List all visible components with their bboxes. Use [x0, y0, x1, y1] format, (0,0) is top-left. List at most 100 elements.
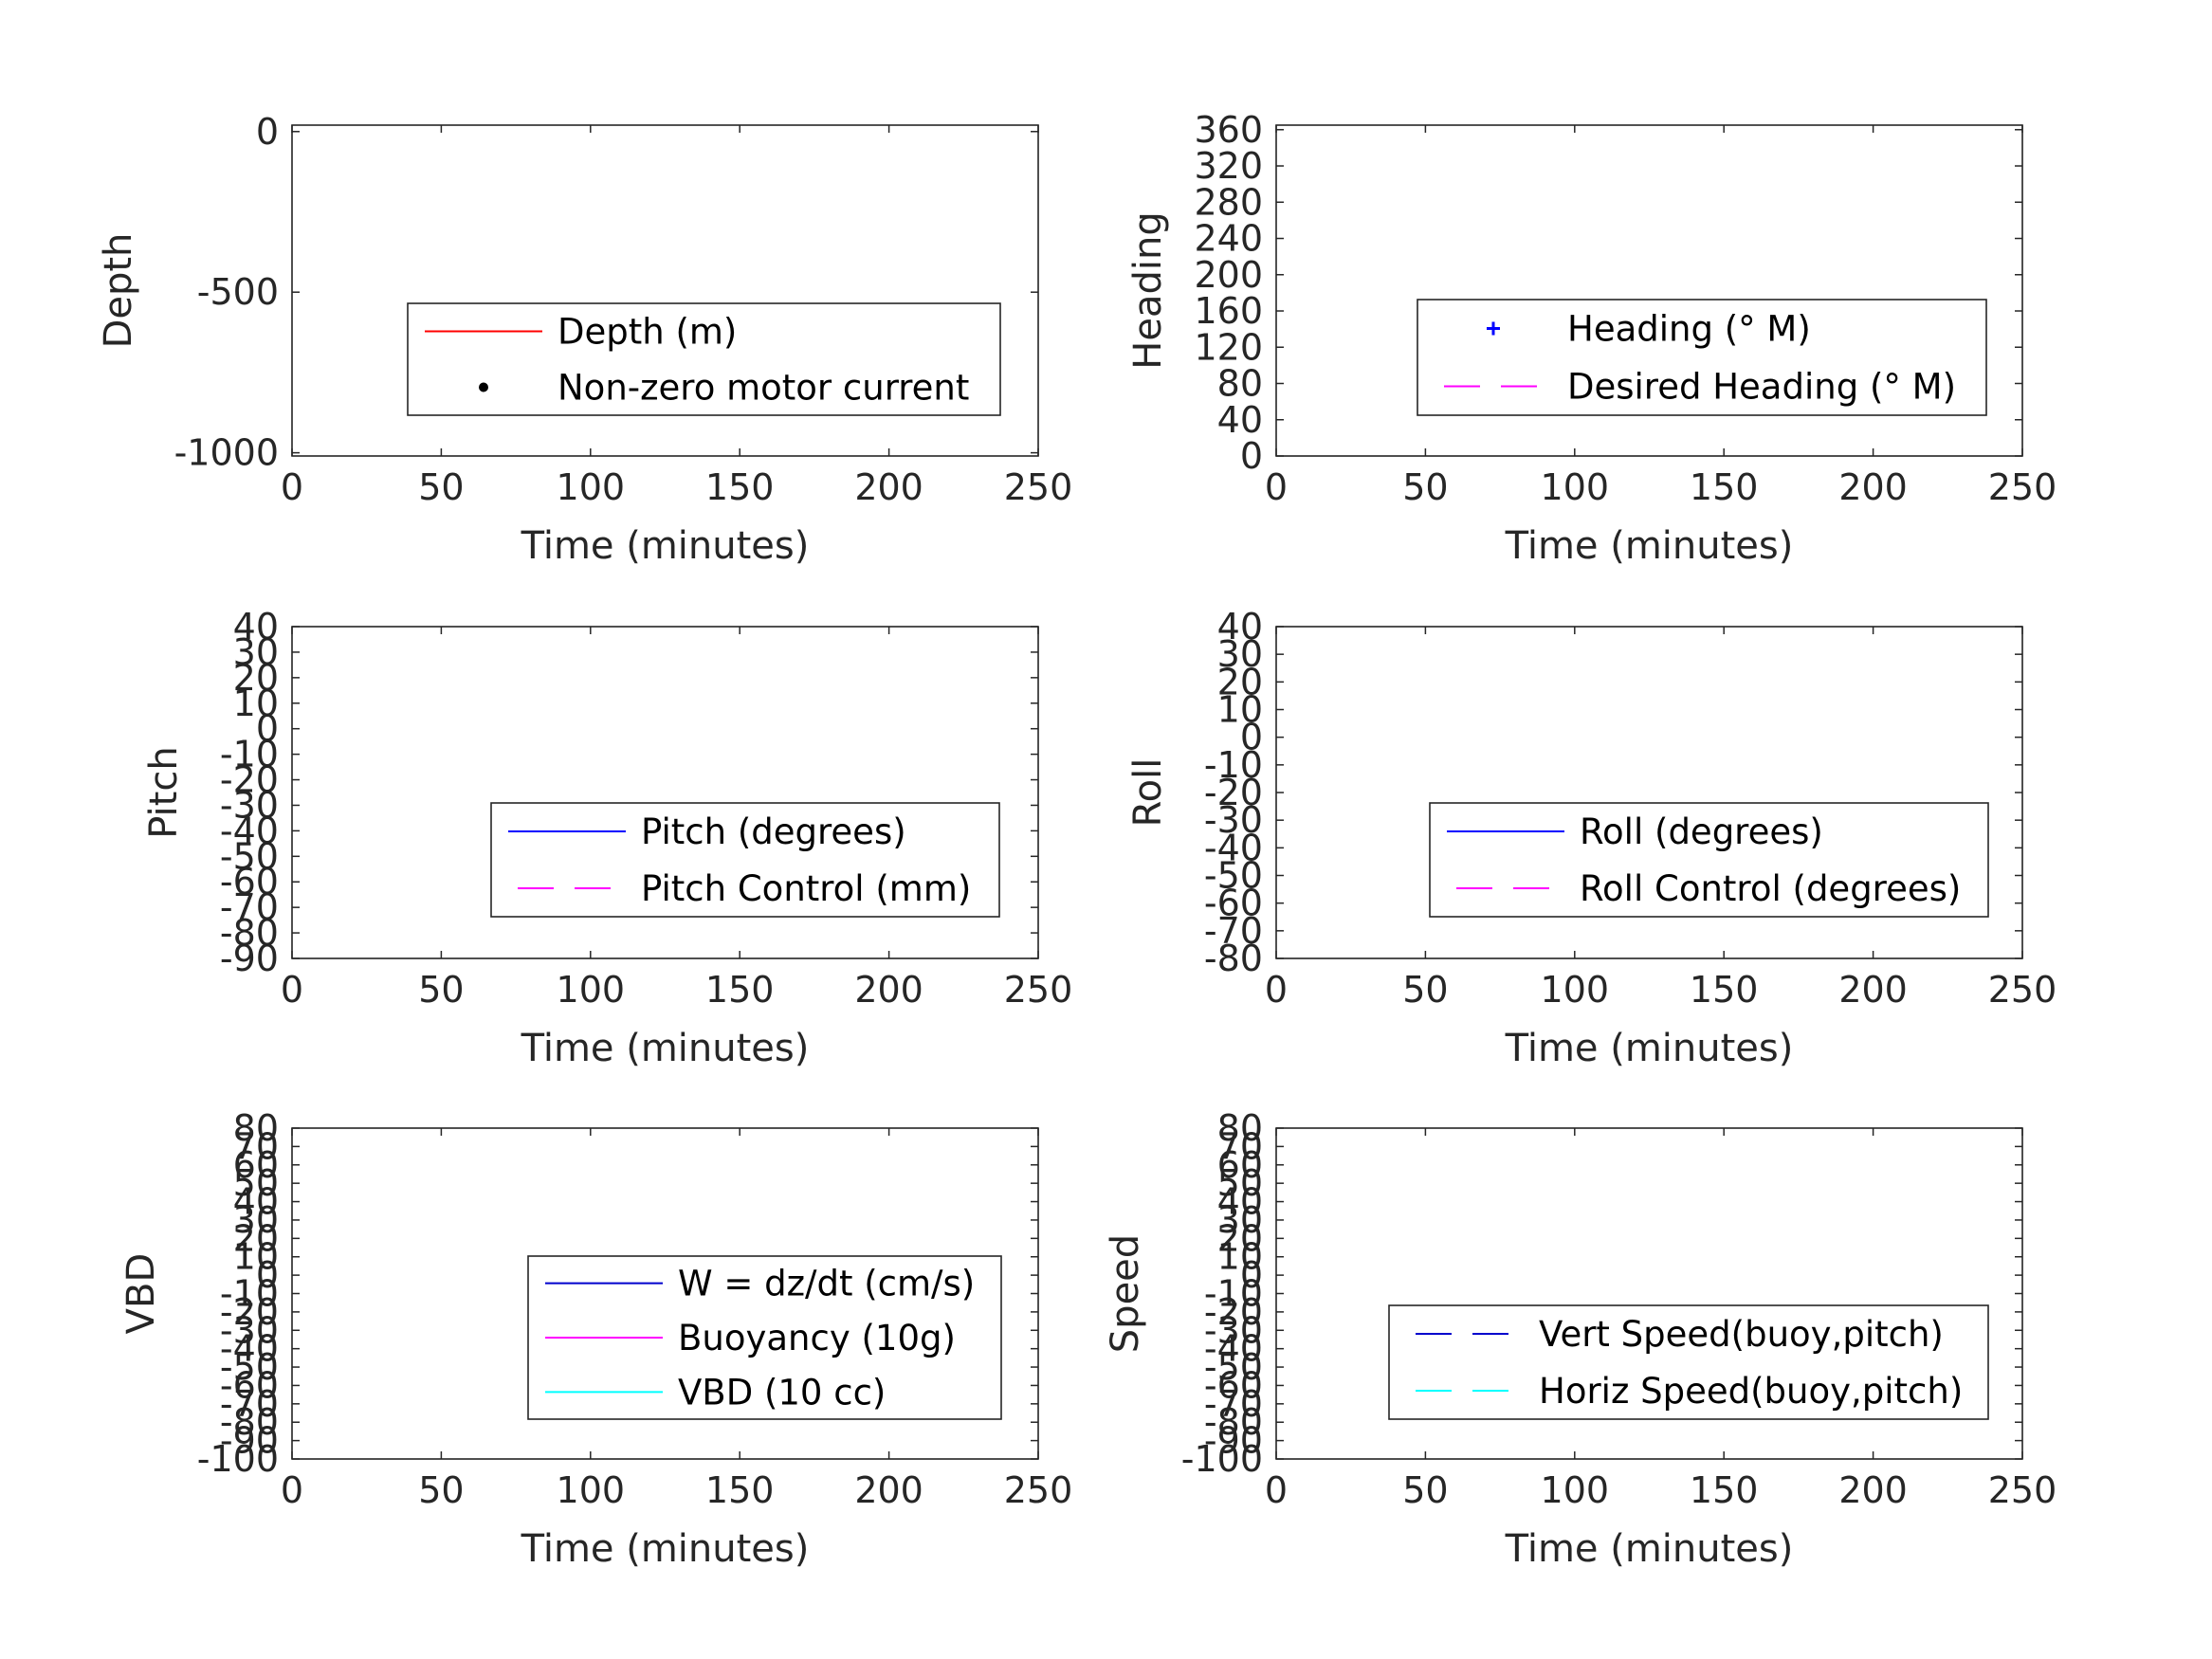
- depth-xlabel: Time (minutes): [521, 524, 810, 568]
- subplot-vbd: 0 50 100 150 200 25080706050403020100-10-20-3…: [119, 1107, 1072, 1571]
- heading-ytick-label: 240: [1194, 218, 1263, 260]
- subplot-heading: 0 50 100 150 200 2500408012016020024028032036…: [1126, 109, 2057, 568]
- depth-ytick-label: 0: [256, 111, 279, 153]
- pitch-ytick-label: 40: [233, 606, 279, 647]
- speed-ytick-label: -10: [1204, 1273, 1263, 1315]
- roll-ytick-label: 10: [1217, 689, 1263, 731]
- depth-xtick-label: 200: [854, 466, 923, 508]
- heading-xtick-label: 100: [1541, 466, 1610, 508]
- speed-xlabel: Time (minutes): [1505, 1527, 1794, 1571]
- pitch-ytick-label: -30: [220, 784, 279, 826]
- roll-ytick-label: -10: [1204, 744, 1263, 786]
- speed-ytick-label: 10: [1217, 1236, 1263, 1278]
- pitch-legend: Pitch (degrees) Pitch Control (mm): [490, 802, 1000, 918]
- roll-xtick-label: 100: [1541, 969, 1610, 1011]
- subplot-roll: 0 50 100 150 200 250403020100-10-20-30-40-50-…: [1126, 606, 2057, 1070]
- speed-ytick-label: 40: [1217, 1181, 1263, 1223]
- vbd-ytick-label: 30: [233, 1199, 279, 1241]
- speed-legend-label-1: Horiz Speed(buoy,pitch): [1539, 1371, 1963, 1412]
- roll-ytick-label: 40: [1217, 606, 1263, 647]
- vbd-ytick-label: -90: [220, 1420, 279, 1462]
- depth-legend-box: [407, 302, 1001, 416]
- pitch-ytick-label: 10: [233, 683, 279, 724]
- pitch-ytick-label: 20: [233, 657, 279, 699]
- vbd-ytick-label: 10: [233, 1236, 279, 1278]
- heading-xtick-label: 250: [1988, 466, 2057, 508]
- heading-ytick-label: 320: [1194, 145, 1263, 187]
- roll-xtick-label: 50: [1402, 969, 1448, 1011]
- speed-xtick-label: 250: [1988, 1469, 2057, 1511]
- heading-legend-label-0: Heading (° M): [1567, 309, 1811, 350]
- speed-xtick-label: 200: [1838, 1469, 1908, 1511]
- speed-xtick-label: 50: [1402, 1469, 1448, 1511]
- pitch-xlabel: Time (minutes): [521, 1027, 810, 1070]
- speed-ytick-label: -90: [1204, 1420, 1263, 1462]
- depth-xtick-label: 250: [1004, 466, 1073, 508]
- vbd-ytick-label: -100: [197, 1438, 279, 1480]
- roll-ytick-label: 0: [1240, 717, 1263, 758]
- subplot-pitch: 0 50 100 150 200 250403020100-10-20-30-40-50-…: [142, 606, 1072, 1070]
- speed-ytick-label: -50: [1204, 1346, 1263, 1388]
- speed-ytick-label: 30: [1217, 1199, 1263, 1241]
- roll-ytick-label: -60: [1204, 883, 1263, 924]
- depth-legend: Depth (m) Non-zero motor current: [407, 302, 1001, 416]
- pitch-ytick-label: -20: [220, 759, 279, 801]
- heading-ytick-label: 40: [1217, 399, 1263, 441]
- speed-ytick-label: -100: [1181, 1438, 1263, 1480]
- pitch-ytick-label: -80: [220, 912, 279, 954]
- roll-xtick-label: 250: [1988, 969, 2057, 1011]
- pitch-xtick-label: 150: [705, 969, 775, 1011]
- vbd-xtick-label: 100: [557, 1469, 626, 1511]
- speed-ytick-label: -70: [1204, 1383, 1263, 1425]
- speed-xtick-label: 150: [1690, 1469, 1759, 1511]
- speed-xtick-label: 0: [1265, 1469, 1288, 1511]
- roll-ytick-label: -40: [1204, 827, 1263, 868]
- depth-xtick-label: 100: [557, 466, 626, 508]
- heading-legend-label-1: Desired Heading (° M): [1567, 367, 1956, 408]
- vbd-ytick-label: -70: [220, 1383, 279, 1425]
- vbd-xtick-label: 0: [281, 1469, 303, 1511]
- heading-xtick-label: 200: [1838, 466, 1908, 508]
- roll-ytick-label: 20: [1217, 661, 1263, 702]
- pitch-ytick-label: -90: [220, 938, 279, 979]
- vbd-ytick-label: -30: [220, 1309, 279, 1351]
- speed-ytick-label: 50: [1217, 1162, 1263, 1204]
- speed-ytick-label: -20: [1204, 1291, 1263, 1333]
- depth-ytick-label: -500: [197, 271, 279, 313]
- vbd-xtick-label: 200: [854, 1469, 923, 1511]
- roll-legend-label-0: Roll (degrees): [1580, 811, 1823, 852]
- pitch-ylabel: Pitch: [142, 746, 186, 838]
- roll-legend-box: [1429, 802, 1989, 918]
- vbd-xlabel: Time (minutes): [521, 1527, 810, 1571]
- heading-legend-box: [1417, 299, 1987, 416]
- subplot-speed: 0 50 100 150 200 25080706050403020100-10-20-3…: [1104, 1107, 2057, 1571]
- speed-ytick-label: 70: [1217, 1125, 1263, 1167]
- pitch-xtick-label: 200: [854, 969, 923, 1011]
- vbd-ytick-label: -40: [220, 1328, 279, 1370]
- vbd-xtick-label: 250: [1004, 1469, 1073, 1511]
- pitch-legend-label-1: Pitch Control (mm): [641, 868, 971, 909]
- depth-legend-label-1: Non-zero motor current: [558, 368, 969, 409]
- vbd-ytick-label: 20: [233, 1217, 279, 1259]
- roll-xtick-label: 0: [1265, 969, 1288, 1011]
- depth-xtick-label: 50: [418, 466, 464, 508]
- speed-ytick-label: -30: [1204, 1309, 1263, 1351]
- pitch-xtick-label: 100: [557, 969, 626, 1011]
- vbd-xtick-label: 150: [705, 1469, 775, 1511]
- speed-ytick-label: -40: [1204, 1328, 1263, 1370]
- vbd-ytick-label: 80: [233, 1107, 279, 1149]
- roll-ytick-label: -20: [1204, 772, 1263, 813]
- roll-xtick-label: 150: [1690, 969, 1759, 1011]
- speed-ytick-label: -60: [1204, 1364, 1263, 1406]
- vbd-ytick-label: 60: [233, 1144, 279, 1186]
- subplot-depth: 0 50 100 150 200 250 0 -500 -1000 Time (minutes) D…: [97, 111, 1072, 568]
- speed-legend-box: [1388, 1304, 1989, 1420]
- heading-ytick-label: 200: [1194, 254, 1263, 296]
- speed-ytick-label: 80: [1217, 1107, 1263, 1149]
- pitch-xtick-label: 50: [418, 969, 464, 1011]
- depth-ylabel: Depth: [97, 233, 140, 349]
- heading-ytick-label: 160: [1194, 290, 1263, 332]
- pitch-ytick-label: -50: [220, 835, 279, 877]
- speed-ytick-label: 60: [1217, 1144, 1263, 1186]
